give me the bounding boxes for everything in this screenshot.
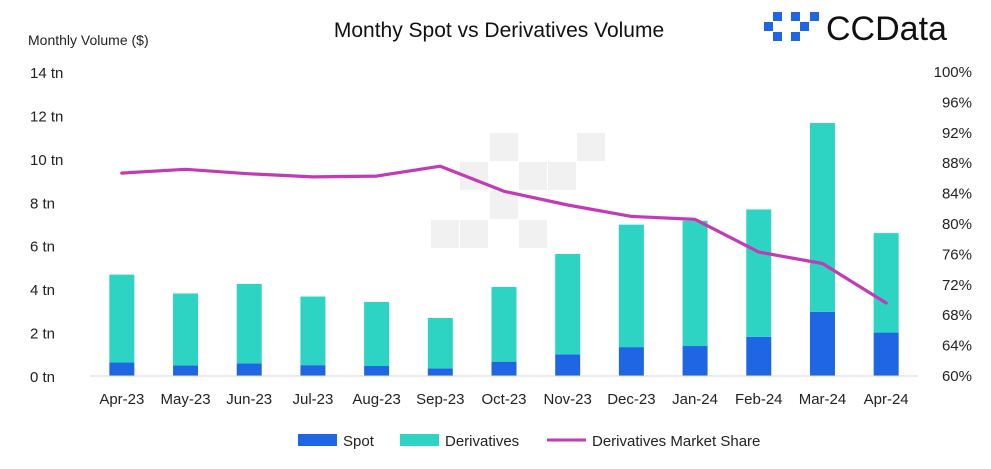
- bar-spot: [300, 365, 326, 376]
- y2-tick-label: 84%: [942, 186, 972, 203]
- y2-tick-label: 72%: [942, 277, 972, 294]
- y2-tick-label: 60%: [942, 368, 972, 385]
- bars: [109, 123, 899, 376]
- share-line: [120, 164, 888, 305]
- bar-derivatives: [873, 233, 899, 333]
- x-tick-label: Aug-23: [352, 391, 400, 408]
- bar-spot: [173, 365, 199, 376]
- x-tick-label: May-23: [161, 391, 211, 408]
- bar-spot: [491, 361, 517, 376]
- brand-name: CCData: [826, 10, 947, 48]
- y2-tick-label: 88%: [942, 155, 972, 172]
- y-tick-label: 8 tn: [30, 195, 55, 212]
- bar-spot: [109, 362, 135, 376]
- legend-swatch-derivatives: [400, 434, 439, 446]
- brand-logo: CCData: [764, 10, 947, 48]
- bar-derivatives: [555, 253, 581, 355]
- x-tick-label: Jun-23: [226, 391, 272, 408]
- y-tick-label: 6 tn: [30, 239, 55, 256]
- bar-derivatives: [491, 286, 517, 362]
- x-tick-label: Sep-23: [416, 391, 464, 408]
- x-tick-label: Oct-23: [481, 391, 526, 408]
- y2-tick-label: 64%: [942, 338, 972, 355]
- x-tick-label: Apr-23: [99, 391, 144, 408]
- bar-derivatives: [746, 209, 772, 337]
- x-ticks: Apr-23 May-23 Jun-23 Jul-23 Aug-23 Sep-23 Oct-…: [99, 391, 908, 408]
- y2-tick-label: 92%: [942, 125, 972, 142]
- bar-spot: [809, 311, 835, 376]
- chart-title: Monthy Spot vs Derivatives Volume: [334, 19, 664, 42]
- ccdata-logo-icon: [764, 12, 819, 41]
- legend-label-market-share: Derivatives Market Share: [592, 433, 760, 450]
- y-tick-label: 0 tn: [30, 369, 55, 386]
- bar-spot: [682, 346, 708, 376]
- y-tick-label: 4 tn: [30, 282, 55, 299]
- y-ticks-left: 0 tn 2 tn 4 tn 6 tn 8 tn 10 tn 12 tn 14 tn: [30, 65, 63, 386]
- y-ticks-right: 60% 64% 68% 72% 76% 80% 84% 88% 92% 96% 100%: [934, 64, 972, 385]
- bar-derivatives: [364, 301, 390, 367]
- y-tick-label: 10 tn: [30, 152, 63, 169]
- y-tick-label: 2 tn: [30, 326, 55, 343]
- bar-derivatives: [300, 296, 326, 366]
- y-tick-label: 14 tn: [30, 65, 63, 82]
- bar-spot: [236, 363, 262, 376]
- bar-spot: [427, 368, 453, 376]
- x-tick-label: Mar-24: [799, 391, 847, 408]
- legend: Spot Derivatives Derivatives Market Shar…: [298, 433, 760, 450]
- bar-spot: [364, 366, 390, 376]
- bar-derivatives: [809, 123, 835, 312]
- bar-spot: [555, 354, 581, 376]
- legend-item-market-share: Derivatives Market Share: [547, 433, 760, 450]
- y2-tick-label: 68%: [942, 307, 972, 324]
- series-line-market-share: [120, 164, 888, 305]
- x-tick-label: Nov-23: [544, 391, 592, 408]
- bar-spot: [618, 347, 644, 376]
- bar-derivatives: [427, 318, 453, 369]
- x-tick-label: Feb-24: [735, 391, 783, 408]
- bar-derivatives: [682, 220, 708, 347]
- bar-derivatives: [236, 283, 262, 364]
- legend-label-spot: Spot: [343, 433, 375, 450]
- bar-derivatives: [618, 224, 644, 348]
- x-tick-label: Apr-24: [864, 391, 909, 408]
- x-tick-label: Dec-23: [607, 391, 655, 408]
- bar-derivatives: [173, 293, 199, 366]
- y-axis-label: Monthly Volume ($): [28, 32, 149, 48]
- bar-spot: [746, 336, 772, 376]
- legend-label-derivatives: Derivatives: [445, 433, 519, 450]
- y2-tick-label: 100%: [934, 64, 972, 81]
- legend-swatch-spot: [298, 434, 337, 446]
- watermark: [431, 133, 605, 248]
- y2-tick-label: 80%: [942, 216, 972, 233]
- y-tick-label: 12 tn: [30, 108, 63, 125]
- y2-tick-label: 96%: [942, 94, 972, 111]
- y2-tick-label: 76%: [942, 246, 972, 263]
- x-tick-label: Jan-24: [672, 391, 718, 408]
- legend-item-spot: Spot: [298, 433, 375, 450]
- bar-spot: [873, 332, 899, 376]
- legend-item-derivatives: Derivatives: [400, 433, 519, 450]
- bar-derivatives: [109, 274, 135, 363]
- x-tick-label: Jul-23: [292, 391, 333, 408]
